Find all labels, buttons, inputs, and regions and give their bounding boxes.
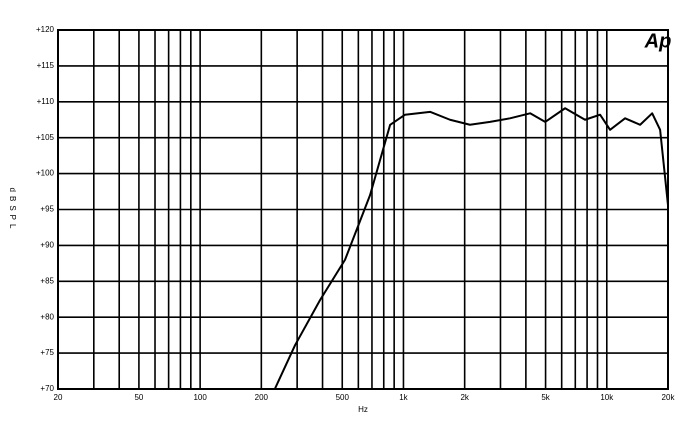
x-axis-label: Hz [358, 405, 368, 414]
x-tick-label: 20 [54, 393, 63, 402]
plot-frame [57, 29, 669, 390]
y-tick-label: +105 [36, 133, 55, 142]
y-tick-label: +90 [40, 241, 54, 250]
y-tick-label: +100 [36, 169, 55, 178]
x-tick-label: 5k [541, 393, 550, 402]
x-tick-label: 500 [336, 393, 350, 402]
y-tick-label: +70 [40, 384, 54, 393]
x-tick-label: 2k [460, 393, 469, 402]
y-tick-label: +115 [37, 61, 55, 70]
response-line [273, 107, 669, 390]
y-tick-label: +110 [37, 97, 55, 106]
y-tick-label: +120 [36, 25, 55, 34]
x-tick-label: 100 [193, 393, 207, 402]
y-tick-label: +80 [40, 312, 54, 321]
y-axis-label: dBSPL [8, 188, 17, 233]
x-tick-label: 50 [134, 393, 143, 402]
y-tick-label: +85 [40, 276, 54, 285]
y-tick-label: +75 [40, 348, 54, 357]
x-tick-label: 10k [600, 393, 614, 402]
x-tick-label: 200 [255, 393, 269, 402]
x-tick-label: 1k [399, 393, 408, 402]
logo: Ap [644, 30, 672, 52]
y-tick-label: +95 [40, 205, 54, 214]
x-tick-label: 20k [662, 393, 676, 402]
